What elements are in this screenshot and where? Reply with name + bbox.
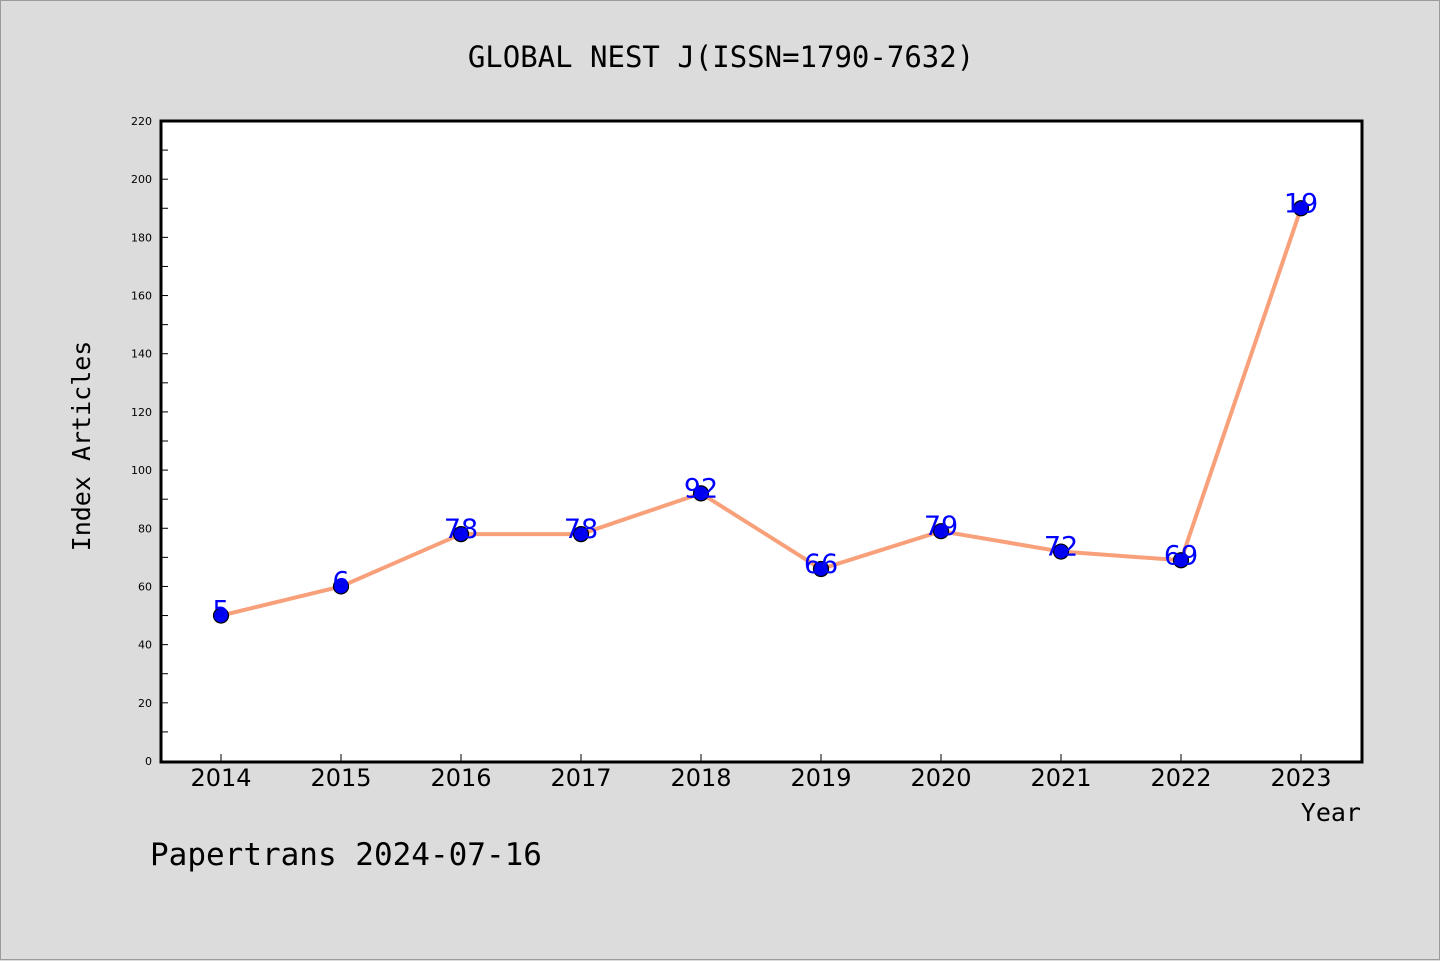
x-tick-label: 2023 — [1270, 764, 1331, 792]
y-tick-label: 40 — [138, 639, 152, 652]
y-tick-label: 220 — [131, 115, 152, 128]
data-label: 92 — [684, 473, 718, 504]
y-tick-label: 0 — [145, 755, 152, 768]
x-tick-label: 2016 — [430, 764, 491, 792]
x-tick-label: 2019 — [790, 764, 851, 792]
x-tick-label: 2022 — [1150, 764, 1211, 792]
data-labels-group: 5 6 78 78 92 66 79 72 69 19 — [212, 188, 1318, 626]
series-line — [220, 207, 1303, 618]
y-tick-label: 160 — [131, 290, 152, 303]
x-tick-label: 2020 — [910, 764, 971, 792]
data-point-marker — [212, 607, 230, 624]
chart-title: GLOBAL NEST J(ISSN=1790-7632) — [468, 40, 974, 74]
data-point-marker — [812, 560, 830, 578]
data-point-marker — [332, 578, 350, 595]
data-label: 78 — [444, 514, 478, 545]
x-tick-label: 2014 — [190, 764, 251, 792]
data-point-marker — [1172, 552, 1190, 569]
footer-credit: Papertrans 2024-07-16 — [150, 837, 542, 873]
y-tick-label: 100 — [131, 464, 152, 477]
y-tick-label: 60 — [138, 580, 152, 593]
data-label: 6 — [332, 566, 349, 597]
data-label: 19 — [1284, 188, 1318, 219]
data-label: 69 — [1164, 540, 1198, 571]
data-point-marker — [572, 525, 590, 543]
data-label: 72 — [1044, 532, 1078, 563]
series-line-group — [212, 200, 1310, 624]
y-tick-label: 20 — [138, 697, 152, 710]
x-axis-ticks: 2014 2015 2016 2017 2018 2019 2020 2021 2022 2023 — [190, 754, 1332, 792]
data-point-marker — [1292, 200, 1310, 217]
data-label: 66 — [804, 549, 838, 580]
x-tick-label: 2018 — [670, 764, 731, 792]
data-point-marker — [1052, 543, 1070, 560]
x-axis-label: Year — [1301, 798, 1361, 827]
data-label: 5 — [212, 596, 229, 627]
y-tick-label: 140 — [131, 348, 152, 361]
data-label: 78 — [564, 514, 598, 545]
y-tick-label: 120 — [131, 406, 152, 419]
data-point-marker — [932, 523, 950, 540]
y-tick-label: 180 — [131, 231, 152, 244]
data-point-marker — [692, 485, 710, 502]
y-tick-label: 200 — [131, 173, 152, 186]
data-point-marker — [452, 525, 470, 543]
x-tick-label: 2017 — [550, 764, 611, 792]
data-label: 79 — [924, 511, 958, 542]
y-tick-label: 80 — [138, 522, 152, 535]
plot-area — [159, 119, 1364, 764]
x-tick-label: 2021 — [1030, 764, 1091, 792]
x-tick-label: 2015 — [310, 764, 371, 792]
y-axis-label: Index Articles — [67, 341, 96, 552]
y-axis-ticks: 0 20 40 60 80 100 120 140 160 180 200 220 — [131, 115, 168, 768]
